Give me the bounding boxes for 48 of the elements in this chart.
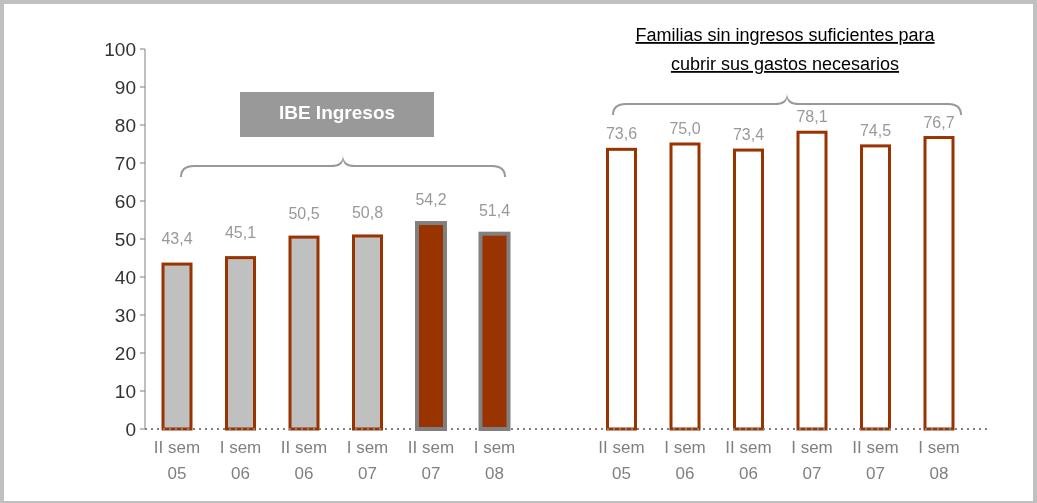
data-label: 73,4 — [732, 126, 765, 144]
data-label: 50,5 — [288, 205, 320, 223]
annotation: Familias sin ingresos suficientes para cubrir sus gastos necesarios — [635, 25, 936, 74]
y-tick-label: 10 — [114, 380, 136, 402]
bar — [352, 234, 383, 431]
x-tick-label: I sem 06 — [664, 438, 706, 483]
y-tick-label: 30 — [114, 304, 136, 326]
bar — [606, 147, 637, 431]
y-tick-label: 0 — [125, 418, 136, 440]
y-tick-label: 80 — [114, 114, 136, 136]
bar — [923, 136, 955, 431]
x-tick-label: II sem 05 — [153, 438, 201, 483]
annotation: IBE Ingresos — [278, 102, 396, 123]
x-tick-label: I sem 07 — [791, 438, 833, 483]
y-tick-label: 40 — [114, 266, 136, 288]
y-tick-label: 100 — [104, 38, 136, 60]
x-tick-label: II sem 07 — [852, 438, 899, 483]
data-label: 43,4 — [161, 230, 193, 248]
x-tick-label: II sem 05 — [598, 438, 645, 483]
data-label: 45,1 — [224, 223, 257, 241]
bar — [796, 130, 828, 431]
bar — [288, 235, 320, 431]
y-tick-label: 50 — [114, 228, 136, 250]
x-tick-label: I sem 08 — [918, 438, 960, 483]
x-tick-label: II sem 07 — [407, 438, 455, 483]
bar — [860, 144, 891, 431]
y-tick-label: 70 — [114, 152, 136, 174]
x-tick-label: II sem 06 — [280, 438, 328, 483]
y-tick-label: 20 — [114, 342, 136, 364]
x-tick-label: II sem 06 — [725, 438, 772, 483]
label-box: IBE Ingresos — [240, 92, 434, 137]
y-tick-label: 90 — [114, 76, 136, 98]
data-label: 54,2 — [415, 191, 447, 209]
y-tick-label: 60 — [114, 190, 136, 212]
data-label: 73,6 — [605, 125, 638, 143]
data-label: 75,0 — [669, 120, 701, 137]
x-tick-label: I sem 06 — [219, 438, 262, 483]
bar — [733, 148, 764, 431]
data-label: 74,5 — [859, 121, 892, 139]
bar — [669, 142, 701, 431]
bar — [161, 262, 193, 431]
data-label: 51,4 — [478, 201, 511, 219]
data-label: 76,7 — [923, 113, 955, 131]
x-tick-label: I sem 07 — [346, 438, 389, 483]
data-label: 50,8 — [351, 203, 384, 221]
bar — [225, 256, 256, 431]
x-tick-label: I sem 08 — [473, 438, 516, 483]
data-label: 78,1 — [796, 108, 828, 126]
